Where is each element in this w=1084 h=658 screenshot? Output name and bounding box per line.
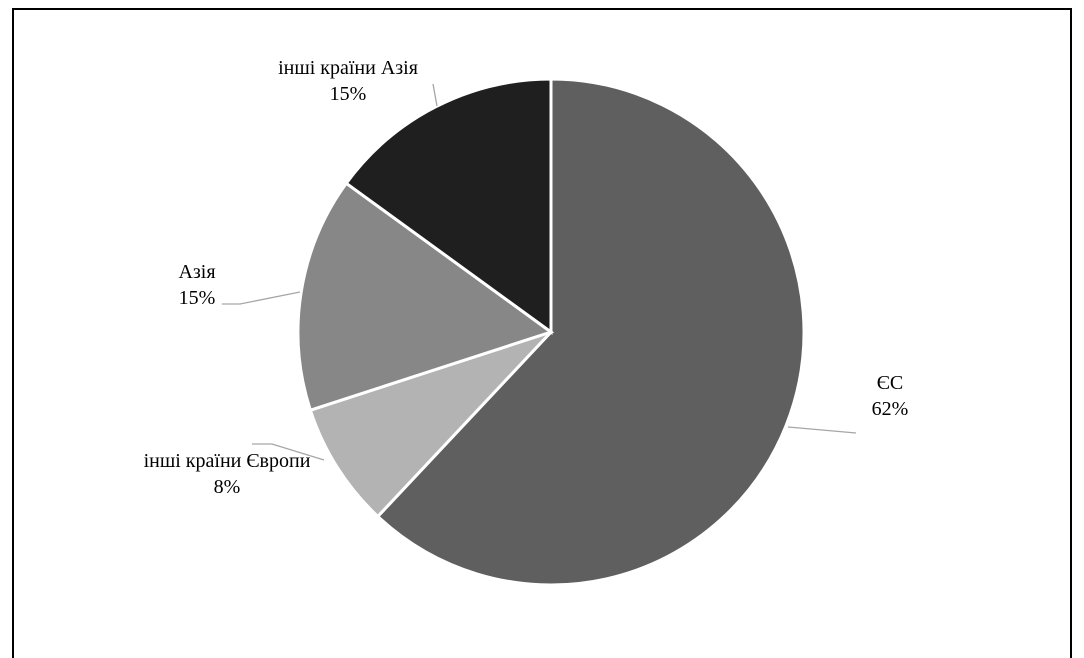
- pie-slices: [296, 77, 806, 587]
- leader-line-2: [252, 443, 325, 461]
- slice-category-label-4: інші країни Азія: [278, 57, 418, 79]
- leader-line-1: [787, 426, 857, 434]
- leader-lines: [222, 83, 857, 461]
- slice-value-label-4: 15%: [330, 83, 367, 105]
- leader-line-4: [432, 83, 438, 107]
- slice-category-label-2: інші країни Європи: [144, 450, 311, 472]
- slice-value-label-2: 8%: [214, 476, 241, 498]
- leader-line-3: [222, 291, 301, 305]
- pie-slice-2: [308, 330, 553, 519]
- slice-value-label-1: 62%: [872, 398, 909, 420]
- pie-slice-1: [375, 77, 806, 587]
- pie-slice-4: [344, 77, 553, 335]
- pie-slice-3: [296, 181, 555, 413]
- slice-category-label-1: ЄС: [877, 372, 904, 394]
- slice-labels: ЄС 62% інші країни Європи 8% Азія 15% інші кра…: [144, 57, 909, 498]
- slice-value-label-3: 15%: [179, 287, 216, 309]
- slice-category-label-3: Азія: [178, 261, 215, 283]
